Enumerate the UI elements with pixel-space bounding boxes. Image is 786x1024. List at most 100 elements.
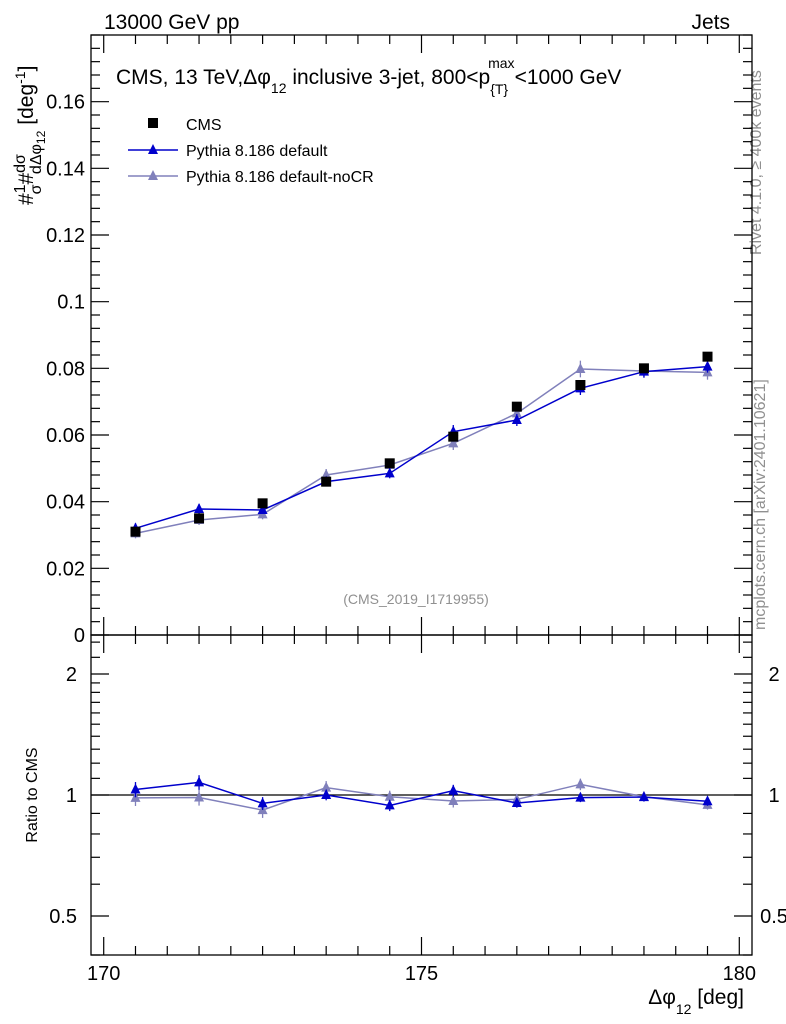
series-cms (130, 351, 713, 537)
ratio-data-point (638, 791, 649, 802)
ratio-data-point (321, 781, 332, 792)
main-axes: 0 0.02 0.04 0.06 0.08 0.1 0.12 0.14 0.16 (46, 34, 752, 647)
data-point (448, 431, 459, 442)
rivet-label: Rivet 4.1.0, ≥ 400k events (748, 70, 765, 255)
header-right: Jets (691, 11, 730, 34)
title-dphi-sub: 12 (271, 80, 287, 96)
legend-label-pythia-default: Pythia 8.186 default (186, 143, 328, 160)
ratio-data-point (575, 791, 586, 802)
title-prefix: CMS, 13 TeV, (116, 66, 243, 89)
series-pythia-default (130, 360, 713, 534)
y-tick-label: 0.1 (57, 292, 85, 314)
ratio-tick-label-right: 2 (768, 664, 779, 686)
y-tick-label: 0.12 (46, 225, 85, 247)
data-point (321, 469, 332, 479)
ratio-series-pythia-default (130, 775, 713, 812)
ratio-tick-label-left: 0.5 (49, 906, 77, 928)
series-pythia-nocr (130, 360, 713, 539)
y-label-frac2-num: dσ (12, 154, 29, 173)
title-pt-sub: {T} (490, 81, 508, 97)
y-label-unit-sup: -1 (12, 71, 28, 84)
ratio-data-point (575, 778, 586, 789)
data-point (257, 504, 268, 514)
ratio-plot (130, 775, 713, 818)
y-tick-label: 0.02 (46, 558, 85, 580)
x-axis-label: Δφ12 [deg] (648, 986, 744, 1017)
ratio-y-axis-label: Ratio to CMS (24, 747, 41, 842)
y-label-frac2-den-sub: 12 (34, 130, 48, 144)
ratio-tick-label-left: 2 (66, 664, 77, 686)
x-tick-label: 170 (87, 963, 120, 985)
legend-marker-pythia-nocr (148, 170, 158, 180)
data-point (511, 407, 522, 418)
data-point (702, 351, 713, 362)
ratio-tick-label-right: 1 (768, 785, 779, 807)
x-tick-label: 175 (405, 963, 438, 985)
y-label-unit: [deg (15, 84, 38, 125)
y-label-unit-close: ] (15, 66, 38, 72)
y-tick-label: 0.14 (46, 158, 85, 180)
legend-label-cms: CMS (186, 117, 222, 134)
data-point (321, 476, 332, 487)
data-point (257, 498, 268, 509)
y-label-frac2-den: dΔφ (28, 144, 45, 174)
data-point (511, 401, 522, 412)
legend-marker-cms (148, 118, 158, 128)
legend: CMS Pythia 8.186 default Pythia 8.186 de… (128, 117, 374, 186)
y-tick-label: 0 (74, 625, 85, 647)
x-label-sub: 12 (676, 1001, 692, 1017)
data-point (194, 513, 205, 524)
data-point (575, 380, 586, 390)
x-tick-label: 180 (723, 963, 756, 985)
y-tick-label: 0.04 (46, 492, 85, 514)
y-label-frac1-num: 1 (12, 184, 29, 193)
ratio-data-point (384, 799, 395, 810)
mcplots-label: mcplots.cern.ch [arXiv:2401.10621] (752, 379, 769, 630)
x-label-unit: [deg] (691, 986, 744, 1009)
ratio-data-point (448, 795, 459, 806)
ratio-data-point (194, 791, 205, 802)
main-plot (130, 351, 713, 539)
data-point (194, 503, 205, 513)
legend-label-pythia-nocr: Pythia 8.186 default-noCR (186, 169, 374, 186)
y-axis-label: #1σ#dσdΔφ12[deg-1] (12, 66, 48, 205)
title-pt-sup: max (488, 55, 514, 71)
y-tick-label: 0.06 (46, 425, 85, 447)
title-middle: inclusive 3-jet, 800<p (286, 66, 490, 89)
data-point (130, 526, 141, 537)
ratio-data-point (384, 790, 395, 801)
ratio-tick-label-left: 1 (66, 785, 77, 807)
series-line (135, 368, 708, 535)
ratio-data-point (257, 797, 268, 808)
ratio-data-point (194, 776, 205, 787)
y-tick-label: 0.08 (46, 358, 85, 380)
header-left: 13000 GeV pp (104, 11, 239, 34)
legend-marker-pythia-default (148, 144, 158, 154)
title-suffix: <1000 GeV (515, 66, 622, 89)
y-label-part2: # (15, 173, 38, 185)
data-point (702, 360, 713, 371)
data-point (384, 467, 395, 478)
data-point (384, 458, 395, 469)
ratio-data-point (702, 795, 713, 806)
ratio-data-point (511, 797, 522, 808)
data-point (448, 437, 459, 448)
ratio-axes: 0.5 0.5 1 1 2 2 170 175 180 (49, 635, 786, 985)
x-label-main: Δφ (648, 986, 676, 1009)
ratio-data-point (448, 784, 459, 795)
chart-title: CMS, 13 TeV,Δφ12 inclusive 3-jet, 800<p{… (116, 55, 621, 97)
title-dphi: Δφ (243, 66, 271, 89)
y-label-frac1-den: σ (28, 184, 45, 194)
data-point (575, 363, 586, 373)
ratio-series-line (135, 781, 708, 807)
data-point (638, 363, 649, 374)
y-tick-label: 0.16 (46, 92, 85, 114)
ratio-series-line (135, 783, 708, 811)
ratio-data-point (321, 789, 332, 799)
analysis-id: (CMS_2019_I1719955) (343, 591, 489, 607)
data-point (511, 414, 522, 424)
series-line (135, 365, 708, 530)
ratio-data-point (130, 783, 141, 794)
y-label-part1: # (15, 193, 38, 205)
